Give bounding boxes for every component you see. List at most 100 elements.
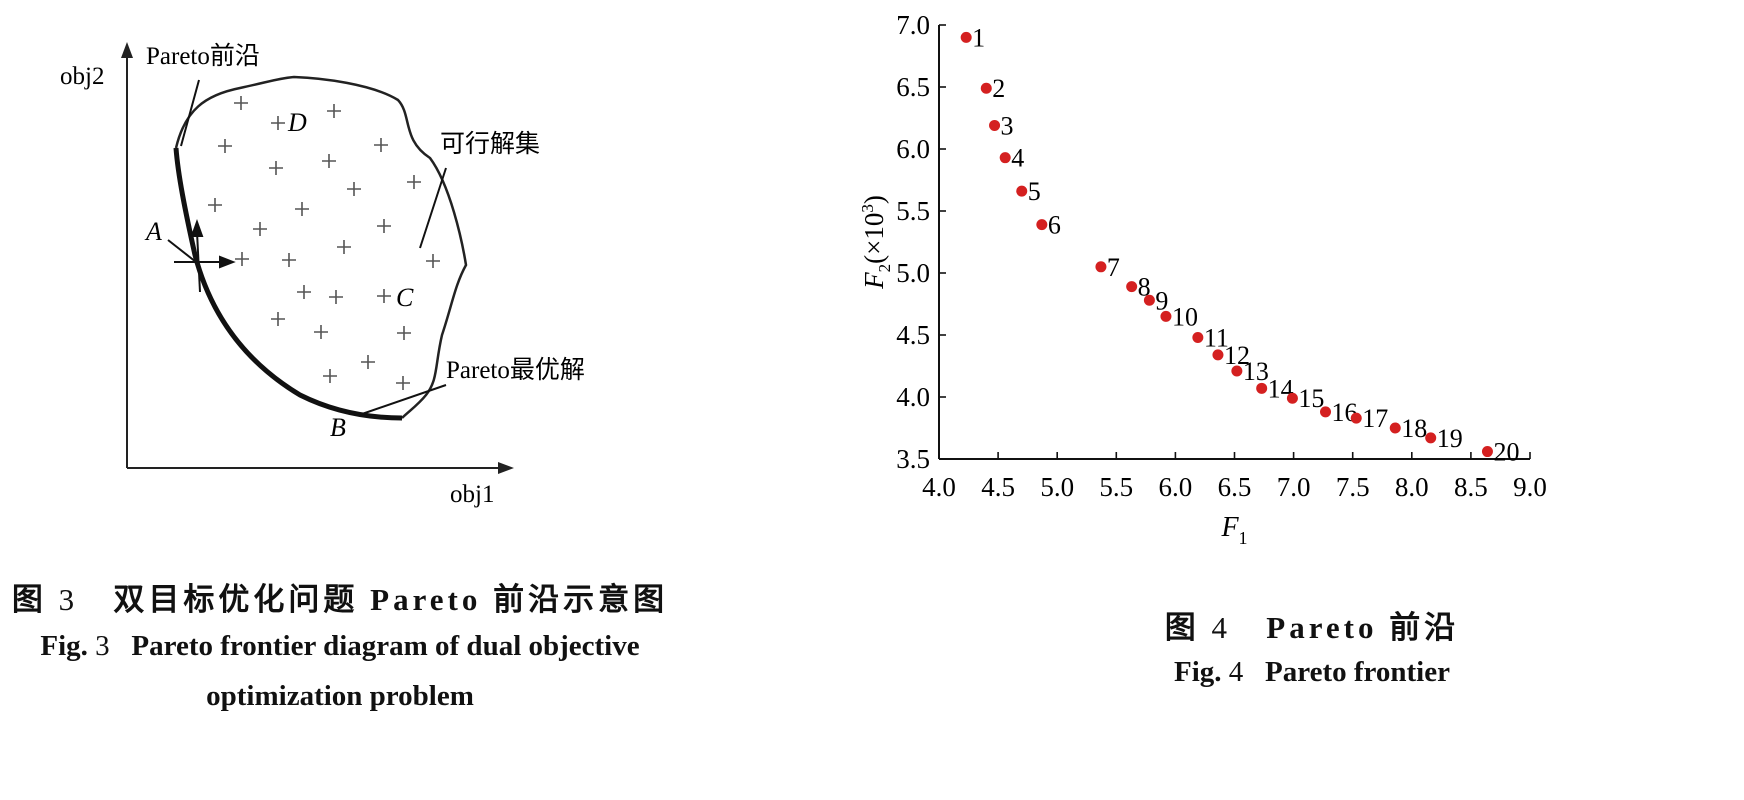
caption-text: optimization problem — [206, 680, 474, 712]
data-point — [989, 119, 1001, 131]
data-point — [1143, 294, 1155, 306]
data-point — [1350, 412, 1362, 424]
x-axis-title: F1 — [1220, 512, 1247, 548]
y-tick-label: 7.0 — [896, 10, 930, 40]
data-point-label: 2 — [992, 74, 1005, 103]
data-point-label: 20 — [1493, 438, 1519, 467]
figure-4-caption-en: Fig. 4 Pareto frontier — [880, 656, 1744, 689]
figure-3-caption-en-line2: optimization problem — [0, 680, 680, 713]
data-point-label: 7 — [1107, 253, 1120, 282]
data-point-label: 10 — [1172, 302, 1198, 331]
caption-prefix: Fig. — [40, 630, 88, 662]
tick-labels: 4.0 4.5 5.0 5.5 6.0 6.5 7.0 7.5 8.0 8.5 9.03.54.04… — [896, 10, 1547, 502]
data-point — [1286, 392, 1298, 404]
data-point — [1481, 446, 1493, 458]
caption-prefix: 图 — [1164, 610, 1200, 645]
data-point-label: 11 — [1204, 323, 1229, 352]
x-axis-arrow — [498, 462, 514, 474]
figure-4: 4.0 4.5 5.0 5.5 6.0 6.5 7.0 7.5 8.0 8.5 9.0 3.5 4.0 4… — [858, 0, 1744, 800]
y-axis-title-close: ) — [859, 195, 889, 204]
data-point-label: 12 — [1224, 341, 1250, 370]
figure-3: obj2 obj1 Pareto前沿 可行解集 Pareto最优解 A B C … — [0, 0, 860, 800]
x-tick-label: 4.0 — [922, 472, 956, 502]
data-point-label: 4 — [1011, 144, 1024, 173]
y-tick-label: 4.5 — [896, 320, 930, 350]
data-point — [1016, 185, 1028, 197]
point-d-label: D — [287, 108, 307, 137]
data-point — [1231, 365, 1243, 377]
pareto-front-curve — [173, 147, 403, 421]
caption-prefix: 图 — [11, 582, 47, 617]
caption-text: Pareto frontier — [1265, 656, 1450, 688]
data-point-label: 13 — [1243, 357, 1269, 386]
y-axis-title: F2(×103) — [858, 195, 894, 290]
data-point — [1192, 331, 1204, 343]
x-tick-label: 8.5 — [1454, 472, 1488, 502]
x-tick-label: 9.0 — [1513, 472, 1547, 502]
figure-3-caption-en: Fig. 3 Pareto frontier diagram of dual o… — [0, 630, 680, 663]
data-point — [1036, 219, 1048, 231]
data-point — [980, 82, 992, 94]
y-tick-label: 6.0 — [896, 134, 930, 164]
x-tick-label: 6.5 — [1218, 472, 1252, 502]
data-point — [1095, 261, 1107, 273]
y-tick-label: 5.0 — [896, 258, 930, 288]
pareto-front-label: Pareto前沿 — [146, 42, 260, 70]
data-point-label: 3 — [1001, 111, 1014, 140]
point-a-label: A — [144, 217, 162, 246]
y-axis-title-superscript: 3 — [858, 204, 877, 213]
data-point-label: 17 — [1362, 404, 1388, 433]
caption-number: 3 — [58, 582, 79, 617]
pareto-optimal-label: Pareto最优解 — [446, 356, 585, 384]
y-tick-label: 4.0 — [896, 382, 930, 412]
caption-text: 双目标优化问题 Pareto 前沿示意图 — [113, 582, 669, 617]
x-tick-label: 5.5 — [1099, 472, 1133, 502]
data-point — [1320, 406, 1332, 418]
data-point — [1256, 382, 1268, 394]
x-tick-label: 8.0 — [1395, 472, 1429, 502]
point-c-label: C — [396, 283, 414, 312]
data-point — [1389, 422, 1401, 434]
x-tick-label: 4.5 — [981, 472, 1015, 502]
y-axis-title-unit: (×10 — [859, 213, 889, 264]
feasible-set-label: 可行解集 — [440, 130, 540, 158]
data-point — [1212, 349, 1224, 361]
axis-titles: F1 F2(×103) — [858, 195, 1248, 548]
feasible-set-leader-line — [419, 167, 447, 249]
y-axis-title-subscript: 2 — [875, 264, 894, 273]
axes — [938, 24, 1531, 460]
caption-number: 3 — [95, 630, 110, 662]
y-tick-label: 5.5 — [896, 196, 930, 226]
x-axis-title-subscript: 1 — [1239, 528, 1248, 548]
data-point — [960, 31, 972, 43]
y-axis-arrow — [121, 42, 133, 58]
x-tick-label: 5.0 — [1040, 472, 1074, 502]
data-point — [1160, 310, 1172, 322]
data-point-label: 1 — [972, 23, 985, 52]
feasible-solution-markers — [208, 96, 440, 390]
pareto-front-leader-line — [180, 79, 200, 147]
x-axis-title-main: F — [1220, 512, 1239, 543]
point-b-label: B — [330, 413, 346, 442]
pareto-optimal-leader-line — [361, 384, 447, 415]
data-point-label: 5 — [1028, 177, 1041, 206]
x-tick-label: 7.5 — [1336, 472, 1370, 502]
caption-prefix: Fig. — [1174, 656, 1222, 688]
y-tick-label: 6.5 — [896, 72, 930, 102]
y-axis-label: obj2 — [60, 63, 104, 90]
y-axis-title-main: F — [859, 272, 889, 290]
caption-text: Pareto 前沿 — [1266, 610, 1460, 645]
data-point-label: 15 — [1298, 384, 1324, 413]
data-point — [1425, 432, 1437, 444]
data-point-label: 8 — [1138, 273, 1151, 302]
data-point-label: 18 — [1401, 414, 1427, 443]
data-point-label: 6 — [1048, 211, 1061, 240]
data-point — [1126, 281, 1138, 293]
figure-4-caption-cn: 图 4 Pareto 前沿 — [880, 602, 1744, 647]
point-a-marker — [167, 219, 236, 293]
data-point — [999, 152, 1011, 164]
caption-number: 4 — [1228, 656, 1244, 688]
feasible-region-outline — [174, 75, 468, 419]
x-tick-label: 6.0 — [1159, 472, 1193, 502]
